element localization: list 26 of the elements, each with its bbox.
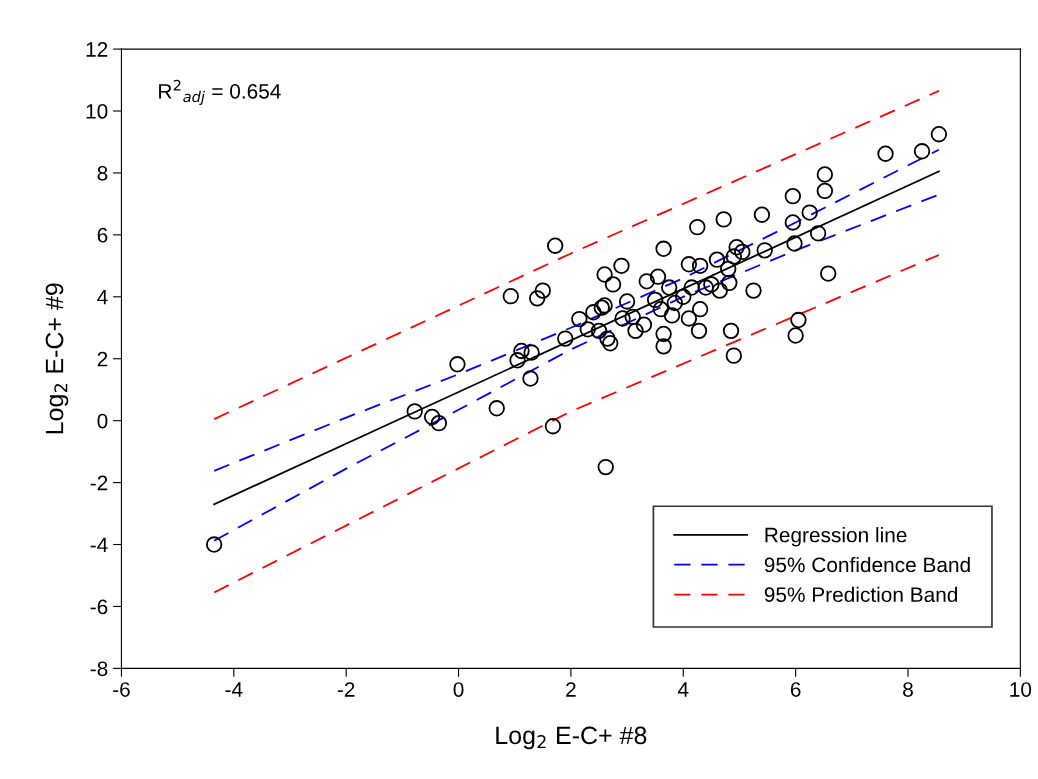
- legend-label: 95% Prediction Band: [764, 586, 958, 603]
- x-tick-label: -6: [113, 682, 130, 697]
- y-tick-label: -4: [90, 537, 108, 553]
- y-tick-label: 6: [97, 227, 108, 243]
- annotation: R$^{2}$$_{adj}$ = 0.654: [159, 79, 281, 105]
- legend-label: 95% Confidence Band: [764, 556, 970, 573]
- x-tick-label: 0: [453, 682, 464, 697]
- legend-label: Regression line: [765, 527, 907, 547]
- x-tick-label: 8: [903, 682, 913, 697]
- x-tick-label: -2: [337, 682, 355, 697]
- y-tick-label: 8: [97, 165, 108, 181]
- y-tick-label: 0: [97, 413, 108, 429]
- x-tick-label: 6: [790, 682, 801, 697]
- y-axis-title: Log$_{2}$ E-C+ #9: [45, 283, 69, 434]
- x-tick-label: -4: [225, 682, 243, 697]
- y-tick-label: -6: [90, 599, 108, 615]
- y-tick-label: 10: [86, 104, 108, 119]
- x-axis-title: Log$_{2}$ E-C+ #8: [496, 726, 647, 750]
- y-tick-label: 4: [97, 290, 108, 305]
- y-tick-label: -8: [90, 661, 108, 677]
- x-tick-label: 4: [677, 682, 689, 697]
- y-tick-label: -2: [90, 475, 108, 491]
- y-tick-label: 12: [86, 42, 108, 57]
- y-tick-label: 2: [97, 351, 108, 367]
- x-tick-label: 2: [566, 682, 576, 697]
- x-tick-label: 10: [1010, 682, 1032, 697]
